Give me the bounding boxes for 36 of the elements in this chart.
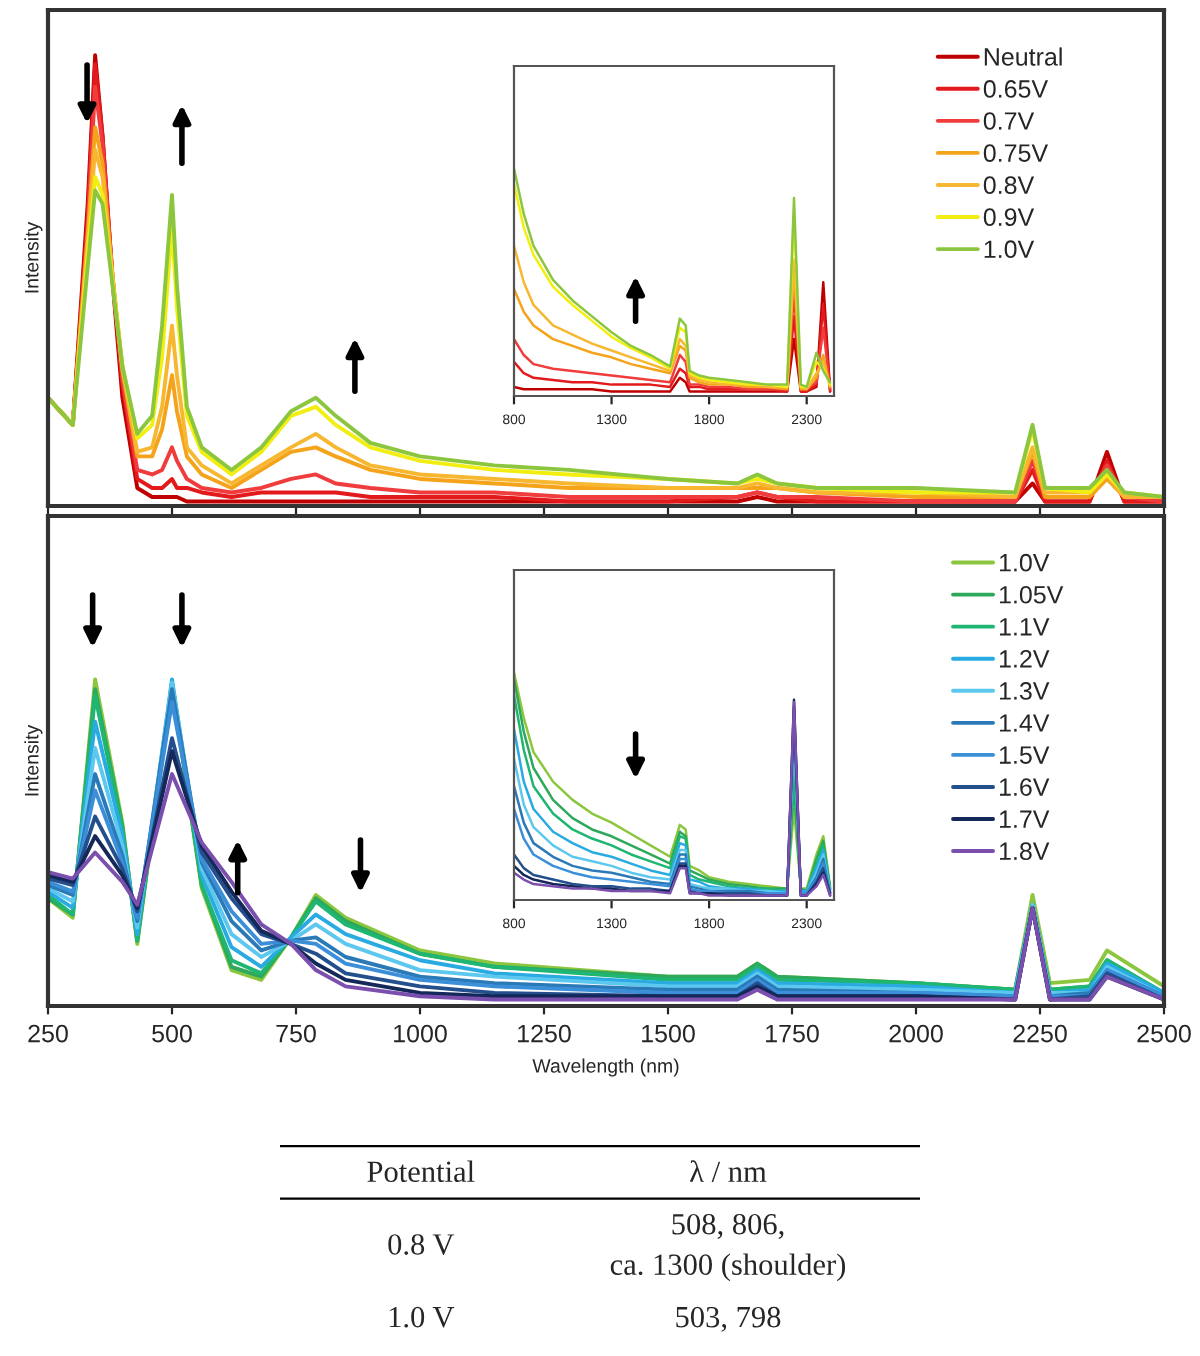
x-tick-label: 2000 xyxy=(889,1024,943,1043)
text: 503, 798 xyxy=(676,1306,781,1332)
x-tick-label: 1000 xyxy=(394,1024,447,1043)
text: 1.0 V xyxy=(389,1306,455,1328)
x-tick-label: 750 xyxy=(276,1024,316,1043)
legend-label: 0.7V xyxy=(983,112,1035,130)
text: Potential xyxy=(367,1160,475,1183)
legend-label: 1.05V xyxy=(999,585,1064,604)
text: 508, 806, ca. 1300 (shoulder) xyxy=(610,1213,846,1282)
x-tick-label: 500 xyxy=(152,1024,192,1043)
y-axis-title: Intensity xyxy=(24,221,43,293)
x-tick-label: 1500 xyxy=(642,1024,695,1043)
legend-label: 1.2V xyxy=(999,650,1050,668)
x-tick-label: 2500 xyxy=(1137,1024,1191,1043)
x-tick-label: 1750 xyxy=(766,1024,819,1043)
legend-label: 0.75V xyxy=(983,144,1049,162)
legend-label: 1.1V xyxy=(999,618,1050,636)
legend-label: 1.6V xyxy=(999,778,1050,796)
legend-label: Neutral xyxy=(984,47,1062,66)
legend-label: 1.5V xyxy=(999,746,1050,764)
x-axis-title: Wavelength (nm) xyxy=(532,1058,679,1077)
legend-label: 1.0V xyxy=(999,553,1050,572)
legend-label: 0.8V xyxy=(983,176,1035,194)
legend-label: 1.8V xyxy=(999,842,1050,861)
legend-label: 0.9V xyxy=(983,208,1035,227)
legend-label: 1.4V xyxy=(999,714,1050,732)
x-tick-label: 1250 xyxy=(518,1024,571,1043)
y-axis-title: Intensity xyxy=(24,724,43,796)
x-tick-label: 2250 xyxy=(1013,1024,1067,1043)
x-tick-label: 250 xyxy=(28,1024,68,1043)
text: 0.8 V xyxy=(388,1234,455,1255)
legend-label: 1.3V xyxy=(999,682,1050,700)
text: λ / nm xyxy=(689,1160,767,1183)
legend-label: 1.0V xyxy=(984,240,1035,259)
legend-label: 0.65V xyxy=(983,80,1049,98)
legend-label: 1.7V xyxy=(999,810,1050,828)
